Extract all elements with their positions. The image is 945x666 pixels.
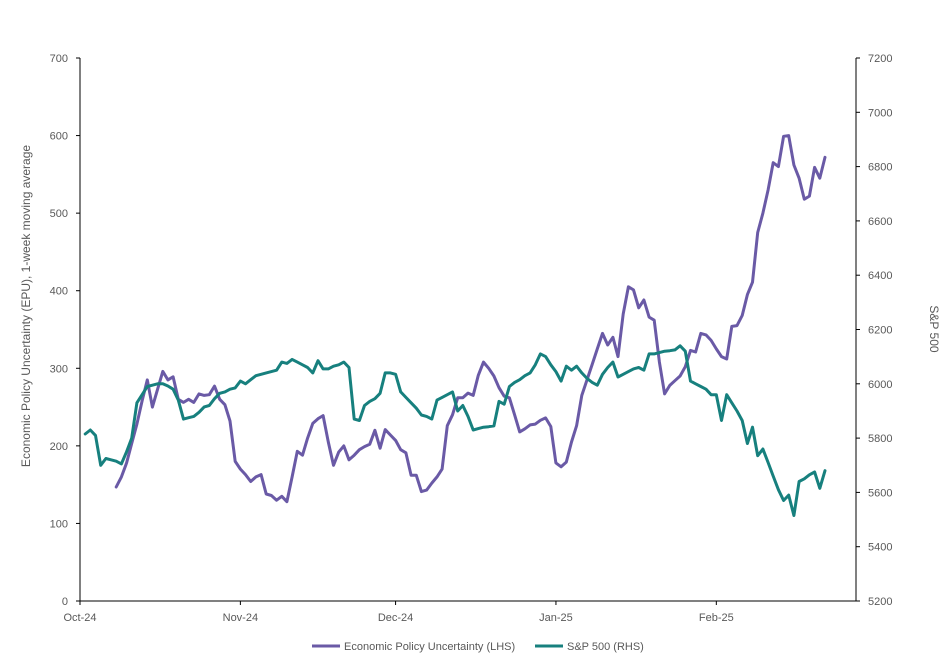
right-y-axis-ticks: 5200 5400 5600 5800 6000 6200 6400 6600 6800 7000…	[856, 53, 892, 608]
left-tick-label: 500	[50, 208, 68, 220]
right-tick-label: 6200	[868, 325, 892, 337]
right-y-axis-title: S&P 500	[927, 305, 941, 352]
right-tick-label: 5600	[868, 487, 892, 499]
left-tick-label: 700	[50, 53, 68, 65]
left-tick-label: 600	[50, 131, 68, 143]
x-axis-ticks: Oct-24 Nov-24 Dec-24 Jan-25 Feb-25	[63, 601, 734, 624]
axes-layer	[79, 58, 857, 602]
legend-label-sp500: S&P 500 (RHS)	[567, 641, 644, 653]
right-tick-label: 5400	[868, 542, 892, 554]
right-tick-label: 7200	[868, 53, 892, 65]
right-tick-label: 5200	[868, 596, 892, 608]
epu-series-line	[114, 134, 827, 504]
right-tick-label: 7000	[868, 107, 892, 119]
series-layer	[83, 134, 827, 517]
left-tick-label: 0	[62, 596, 68, 608]
right-tick-label: 6400	[868, 270, 892, 282]
x-tick-label: Feb-25	[699, 612, 734, 624]
left-y-axis-ticks: 0 100 200 300 400 500 600 700	[50, 53, 80, 608]
right-tick-label: 5800	[868, 433, 892, 445]
left-tick-label: 100	[50, 518, 68, 530]
left-tick-label: 200	[50, 441, 68, 453]
legend-label-epu: Economic Policy Uncertainty (LHS)	[344, 641, 515, 653]
sp500-series-line	[83, 344, 827, 517]
x-tick-label: Nov-24	[223, 612, 258, 624]
right-tick-label: 6000	[868, 379, 892, 391]
right-tick-label: 6800	[868, 162, 892, 174]
x-tick-label: Jan-25	[539, 612, 573, 624]
x-tick-label: Dec-24	[378, 612, 413, 624]
left-tick-label: 300	[50, 363, 68, 375]
right-tick-label: 6600	[868, 216, 892, 228]
left-tick-label: 400	[50, 286, 68, 298]
legend: Economic Policy Uncertainty (LHS) S&P 50…	[312, 641, 644, 653]
left-y-axis-title: Economic Policy Uncertainty (EPU), 1-wee…	[19, 145, 33, 467]
x-tick-label: Oct-24	[63, 612, 96, 624]
